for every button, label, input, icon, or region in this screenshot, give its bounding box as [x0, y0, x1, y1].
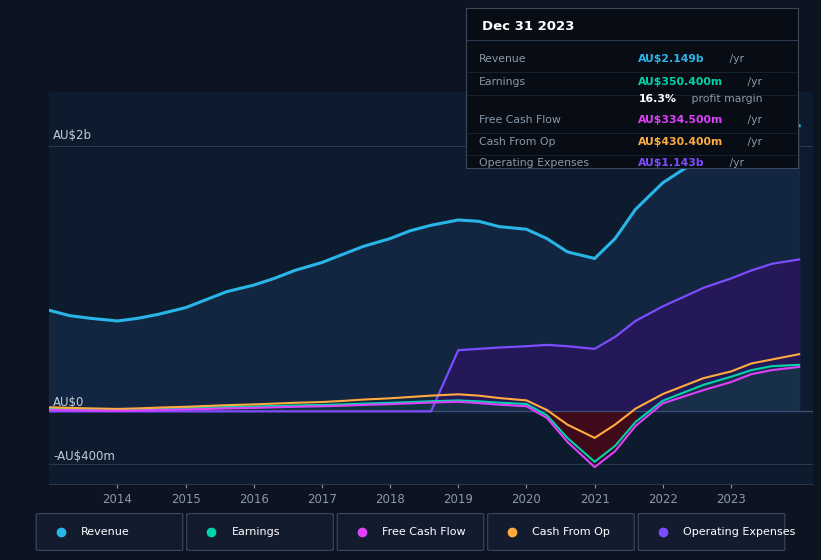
Text: Cash From Op: Cash From Op: [479, 137, 555, 147]
Text: AU$2b: AU$2b: [53, 129, 92, 142]
FancyBboxPatch shape: [337, 514, 484, 550]
FancyBboxPatch shape: [638, 514, 785, 550]
Text: Earnings: Earnings: [232, 527, 280, 537]
Text: Free Cash Flow: Free Cash Flow: [479, 115, 561, 125]
Text: 16.3%: 16.3%: [639, 95, 677, 104]
FancyBboxPatch shape: [36, 514, 183, 550]
Text: /yr: /yr: [744, 115, 762, 125]
Text: Operating Expenses: Operating Expenses: [683, 527, 796, 537]
Text: /yr: /yr: [744, 137, 762, 147]
Text: Dec 31 2023: Dec 31 2023: [482, 20, 575, 32]
FancyBboxPatch shape: [488, 514, 635, 550]
Text: Cash From Op: Cash From Op: [533, 527, 610, 537]
Text: AU$430.400m: AU$430.400m: [639, 137, 723, 147]
Text: Operating Expenses: Operating Expenses: [479, 158, 589, 168]
Text: AU$334.500m: AU$334.500m: [639, 115, 723, 125]
Text: Revenue: Revenue: [81, 527, 130, 537]
Text: /yr: /yr: [726, 158, 744, 168]
Text: AU$350.400m: AU$350.400m: [639, 77, 723, 87]
Text: Free Cash Flow: Free Cash Flow: [382, 527, 466, 537]
Text: /yr: /yr: [726, 54, 744, 64]
Text: /yr: /yr: [744, 77, 762, 87]
Text: AU$0: AU$0: [53, 396, 85, 409]
Text: -AU$400m: -AU$400m: [53, 450, 115, 463]
Text: Earnings: Earnings: [479, 77, 526, 87]
Text: profit margin: profit margin: [688, 95, 763, 104]
FancyBboxPatch shape: [186, 514, 333, 550]
Text: AU$1.143b: AU$1.143b: [639, 158, 705, 168]
Text: Revenue: Revenue: [479, 54, 526, 64]
Text: AU$2.149b: AU$2.149b: [639, 54, 705, 64]
